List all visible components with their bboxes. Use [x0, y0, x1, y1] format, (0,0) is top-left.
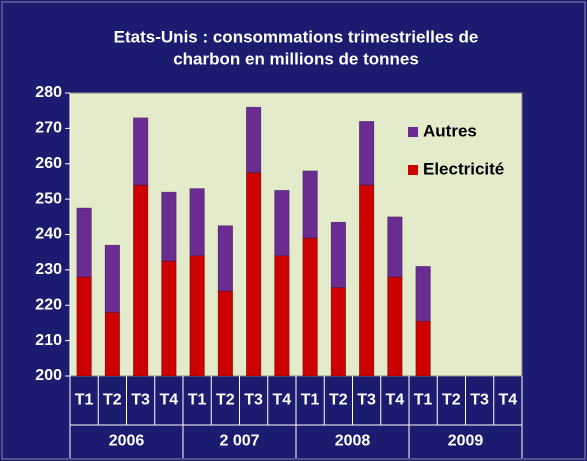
- x-group-label: 2009: [448, 433, 484, 450]
- bar-segment: [132, 184, 149, 377]
- x-tick-label: T4: [273, 392, 292, 409]
- y-tick-label: 270: [35, 120, 62, 137]
- bar-segment: [104, 312, 121, 377]
- bar-segment: [302, 237, 318, 377]
- bar-segment: [189, 188, 205, 257]
- y-tick-label: 250: [35, 190, 62, 207]
- x-tick-label: T1: [414, 392, 433, 409]
- bar-segment: [358, 184, 375, 377]
- x-tick-label: T2: [329, 392, 348, 409]
- bar-segment: [161, 191, 177, 262]
- bar-segment: [132, 117, 149, 186]
- y-tick-label: 280: [35, 84, 62, 101]
- bar-segment: [217, 290, 234, 377]
- bar-segment: [217, 225, 234, 292]
- chart-title: Etats-Unis : consommations trimestrielle…: [114, 27, 479, 46]
- bar-segment: [274, 189, 290, 257]
- bar-segment: [104, 244, 121, 313]
- x-tick-label: T2: [103, 392, 122, 409]
- x-tick-label: T3: [357, 392, 376, 409]
- legend-label: Autres: [423, 121, 477, 140]
- legend-swatch: [408, 165, 418, 175]
- x-group-label: 2 007: [219, 433, 259, 450]
- y-tick-label: 220: [35, 296, 62, 313]
- legend-label: Electricité: [423, 159, 504, 178]
- bar-segment: [189, 255, 205, 377]
- x-tick-label: T1: [301, 392, 320, 409]
- legend-swatch: [408, 127, 418, 137]
- bar-segment: [76, 276, 92, 377]
- bar-segment: [387, 276, 403, 377]
- chart-title: charbon en millions de tonnes: [173, 49, 419, 68]
- bar-segment: [415, 266, 431, 322]
- x-tick-label: T3: [244, 392, 263, 409]
- x-tick-label: T3: [470, 392, 489, 409]
- x-tick-label: T1: [188, 392, 207, 409]
- bar-segment: [161, 260, 177, 377]
- bar-segment: [302, 170, 318, 239]
- bar-segment: [245, 172, 262, 377]
- bar-segment: [274, 255, 290, 377]
- y-tick-label: 210: [35, 332, 62, 349]
- y-tick-label: 230: [35, 261, 62, 278]
- bar-segment: [330, 287, 347, 377]
- x-tick-label: T4: [160, 392, 179, 409]
- x-tick-label: T2: [216, 392, 235, 409]
- bar-segment: [358, 121, 375, 186]
- bar-segment: [415, 320, 431, 377]
- x-tick-label: T3: [131, 392, 150, 409]
- y-tick-label: 240: [35, 226, 62, 243]
- x-tick-label: T4: [499, 392, 518, 409]
- bar-segment: [387, 216, 403, 278]
- x-group-label: 2008: [335, 433, 371, 450]
- bar-segment: [245, 106, 262, 173]
- x-tick-label: T2: [442, 392, 461, 409]
- x-tick-label: T4: [386, 392, 405, 409]
- x-tick-label: T1: [75, 392, 94, 409]
- y-tick-label: 260: [35, 155, 62, 172]
- y-tick-label: 200: [35, 367, 62, 384]
- bar-segment: [330, 221, 347, 288]
- bar-segment: [76, 207, 92, 278]
- x-group-label: 2006: [109, 433, 145, 450]
